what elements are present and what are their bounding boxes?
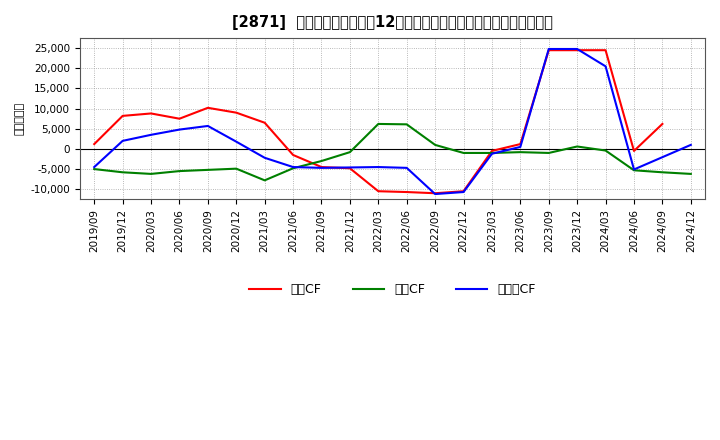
フリーCF bbox=[118, 138, 127, 143]
投資CF bbox=[90, 166, 99, 172]
営業CF bbox=[118, 113, 127, 118]
営業CF bbox=[544, 48, 553, 53]
フリーCF bbox=[544, 46, 553, 51]
投資CF bbox=[630, 168, 639, 173]
フリーCF bbox=[487, 151, 496, 156]
Y-axis label: （百万円）: （百万円） bbox=[15, 102, 25, 135]
フリーCF bbox=[147, 132, 156, 137]
フリーCF bbox=[175, 127, 184, 132]
営業CF bbox=[487, 148, 496, 154]
営業CF bbox=[601, 48, 610, 53]
営業CF bbox=[630, 148, 639, 154]
投資CF bbox=[686, 171, 695, 176]
営業CF bbox=[402, 189, 411, 194]
投資CF bbox=[544, 150, 553, 156]
営業CF bbox=[459, 189, 468, 194]
フリーCF bbox=[573, 46, 582, 51]
フリーCF bbox=[601, 64, 610, 69]
フリーCF bbox=[232, 139, 240, 144]
営業CF bbox=[658, 121, 667, 127]
フリーCF bbox=[204, 123, 212, 128]
投資CF bbox=[459, 150, 468, 156]
投資CF bbox=[175, 169, 184, 174]
営業CF bbox=[516, 141, 525, 147]
営業CF bbox=[289, 152, 297, 158]
営業CF bbox=[175, 116, 184, 121]
投資CF bbox=[487, 150, 496, 156]
投資CF bbox=[658, 170, 667, 175]
営業CF bbox=[90, 141, 99, 147]
投資CF bbox=[261, 178, 269, 183]
フリーCF bbox=[261, 155, 269, 161]
投資CF bbox=[431, 142, 439, 147]
フリーCF bbox=[516, 144, 525, 150]
投資CF bbox=[318, 158, 326, 164]
投資CF bbox=[374, 121, 382, 127]
投資CF bbox=[204, 167, 212, 172]
営業CF bbox=[374, 189, 382, 194]
投資CF bbox=[346, 150, 354, 155]
フリーCF bbox=[630, 167, 639, 172]
投資CF bbox=[118, 170, 127, 175]
営業CF bbox=[346, 165, 354, 171]
投資CF bbox=[147, 171, 156, 176]
営業CF bbox=[573, 48, 582, 53]
Line: フリーCF: フリーCF bbox=[94, 49, 690, 194]
投資CF bbox=[232, 166, 240, 171]
Line: 投資CF: 投資CF bbox=[94, 124, 690, 180]
Legend: 営業CF, 投資CF, フリーCF: 営業CF, 投資CF, フリーCF bbox=[244, 278, 541, 301]
営業CF bbox=[147, 111, 156, 116]
フリーCF bbox=[374, 165, 382, 170]
営業CF bbox=[204, 105, 212, 110]
投資CF bbox=[601, 148, 610, 153]
営業CF bbox=[232, 110, 240, 115]
フリーCF bbox=[686, 142, 695, 147]
投資CF bbox=[516, 150, 525, 155]
フリーCF bbox=[402, 165, 411, 171]
フリーCF bbox=[318, 165, 326, 171]
フリーCF bbox=[459, 189, 468, 194]
営業CF bbox=[261, 120, 269, 125]
Title: [2871]  キャッシュフローの12か月移動合計の対前年同期増減額の推移: [2871] キャッシュフローの12か月移動合計の対前年同期増減額の推移 bbox=[232, 15, 553, 30]
営業CF bbox=[431, 191, 439, 196]
フリーCF bbox=[289, 165, 297, 170]
Line: 営業CF: 営業CF bbox=[94, 50, 662, 193]
フリーCF bbox=[90, 165, 99, 170]
営業CF bbox=[318, 165, 326, 170]
投資CF bbox=[289, 165, 297, 171]
投資CF bbox=[573, 144, 582, 149]
フリーCF bbox=[431, 191, 439, 197]
投資CF bbox=[402, 122, 411, 127]
フリーCF bbox=[346, 165, 354, 170]
